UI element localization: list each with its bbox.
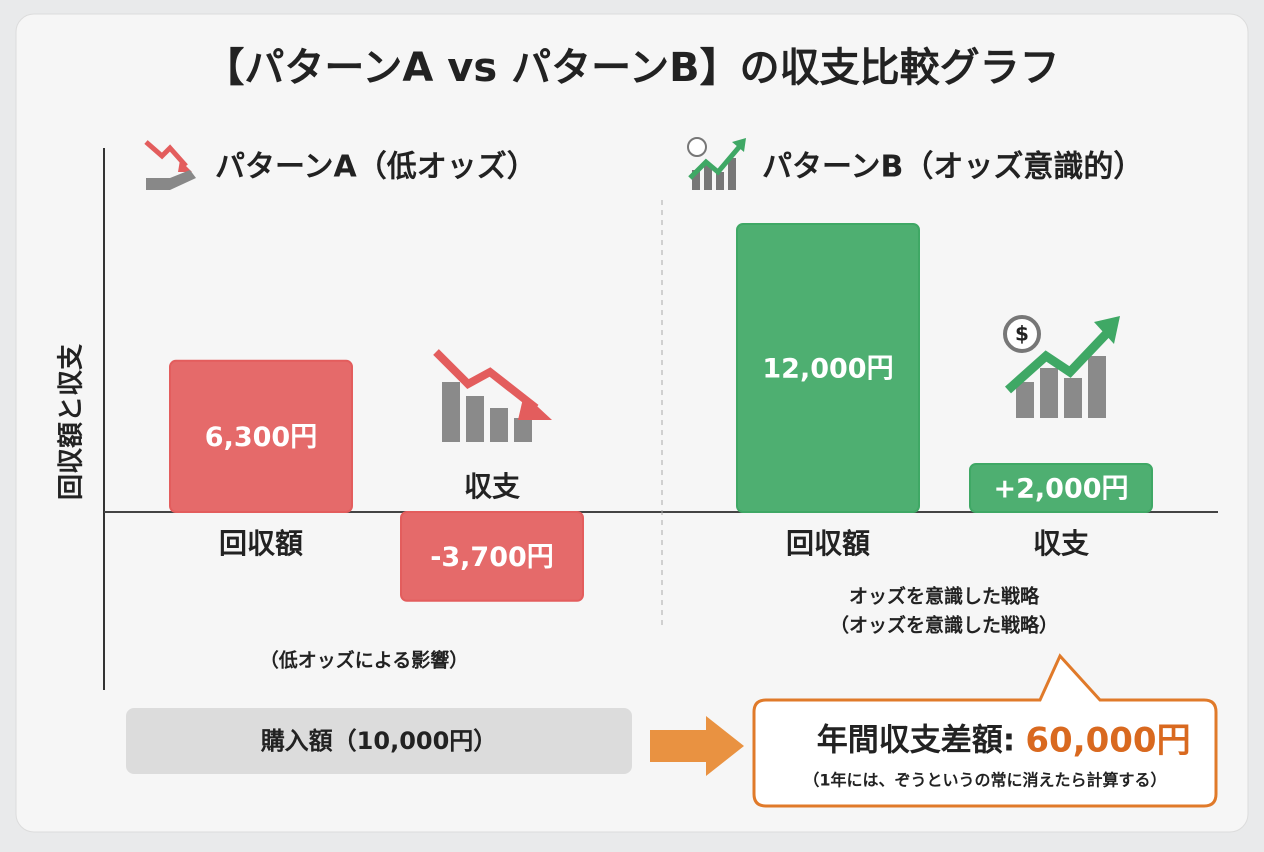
group-title: パターンB（オッズ意識的） [762,150,1143,185]
icon-down [144,140,196,190]
bar [736,223,920,513]
note: オッズを意識した戦略 [849,585,1040,608]
card [15,13,1249,833]
bar [400,511,584,602]
callout [752,653,1218,808]
arrow [650,716,744,776]
category-label: 回収額 [786,527,870,560]
difference-label: 年間収支差額: [817,723,1015,759]
value-label: -3,700円 [430,542,554,573]
icon-down-large [433,349,552,442]
value-label: 12,000円 [762,354,893,385]
icon-symbol: $ [1015,322,1029,346]
icon-up-large: $ [1003,315,1120,418]
icon-up [687,137,746,190]
chart-title: 【パターンA vs パターンB】の収支比較グラフ [204,45,1059,91]
category-label: 収支 [1033,527,1089,560]
bar [969,463,1153,513]
y-axis-label: 回収額と収支 [57,344,87,500]
difference-note: （1年には、ぞうというの常に消えたら計算する） [803,771,1166,790]
purchase-label: 購入額（10,000円） [261,727,498,755]
difference-value: 60,000円 [1025,721,1190,761]
value-label: +2,000円 [993,474,1128,505]
value-label: 6,300円 [205,422,317,453]
category-label: 回収額 [219,527,303,560]
category-label: 収支 [464,470,520,503]
note: （オッズを意識した戦略） [830,614,1058,637]
group-title: パターンA（低オッズ） [215,150,537,185]
note: （低オッズによる影響） [260,649,468,672]
purchase-box [126,708,632,774]
bar [169,359,353,513]
